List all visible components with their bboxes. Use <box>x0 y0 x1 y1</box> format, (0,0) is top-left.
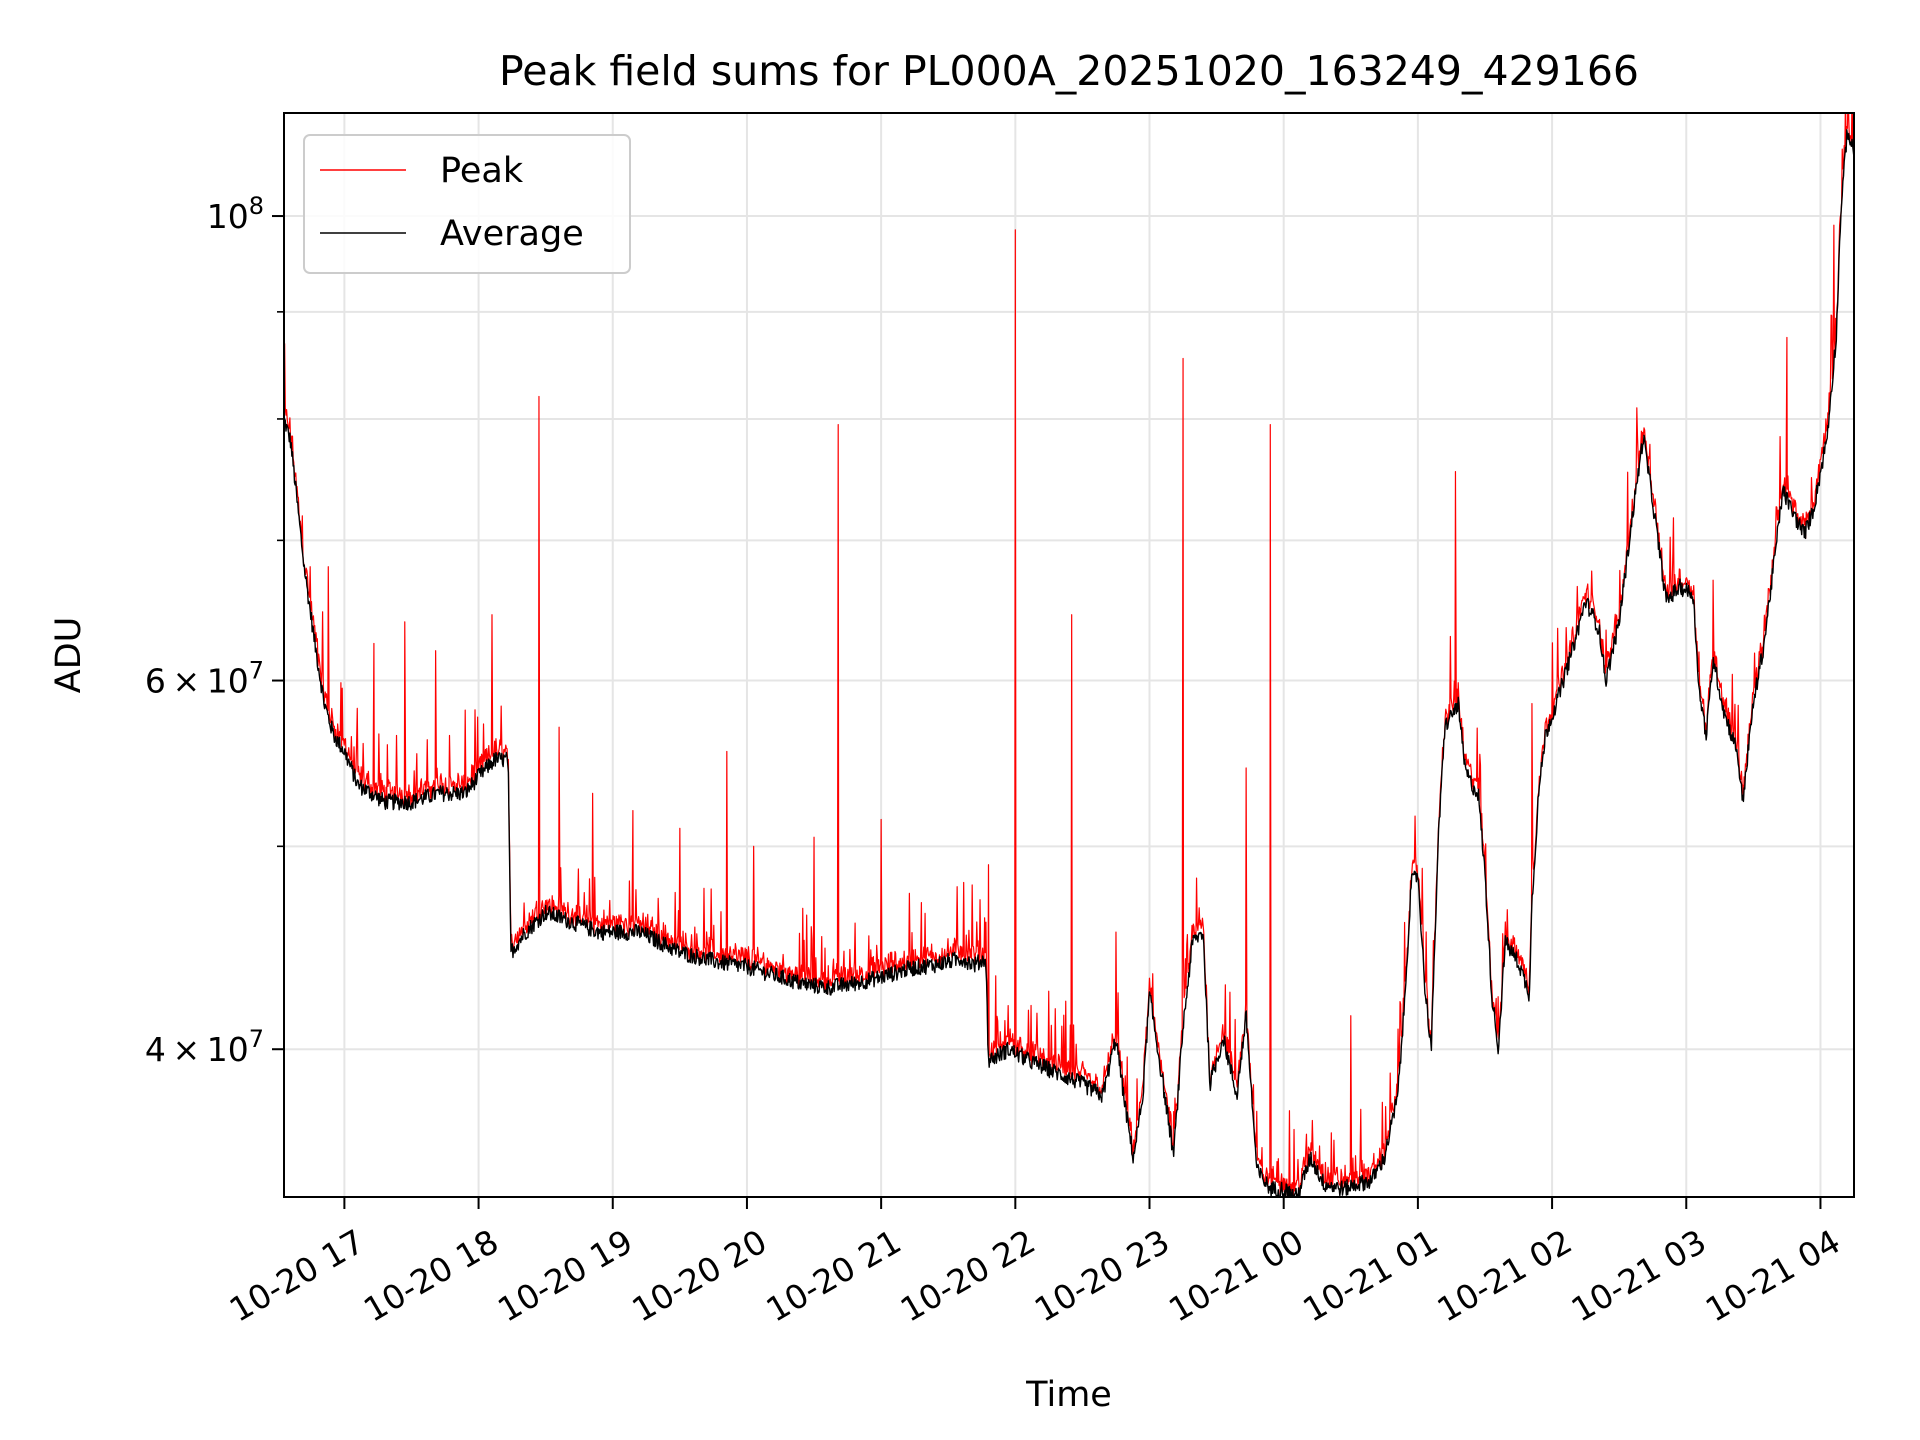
average-series-line <box>284 129 1854 1197</box>
y-tick-label: 4 × 107 <box>145 1025 264 1069</box>
y-tick-label: 108 <box>207 192 264 236</box>
peak-series-line <box>284 113 1854 1197</box>
y-axis-label: ADU <box>49 617 89 694</box>
legend-average-label: Average <box>440 214 584 254</box>
plot-area <box>284 113 1854 1197</box>
y-tick-label: 6 × 107 <box>145 657 264 701</box>
chart-title: Peak field sums for PL000A_20251020_1632… <box>499 47 1639 95</box>
plot-frame <box>283 112 1855 1198</box>
y-axis: 4 × 107 6 × 107 108 <box>145 192 284 1069</box>
legend: Peak Average <box>303 134 631 274</box>
x-axis-label: Time <box>1025 1375 1112 1415</box>
legend-peak-label: Peak <box>440 151 524 191</box>
